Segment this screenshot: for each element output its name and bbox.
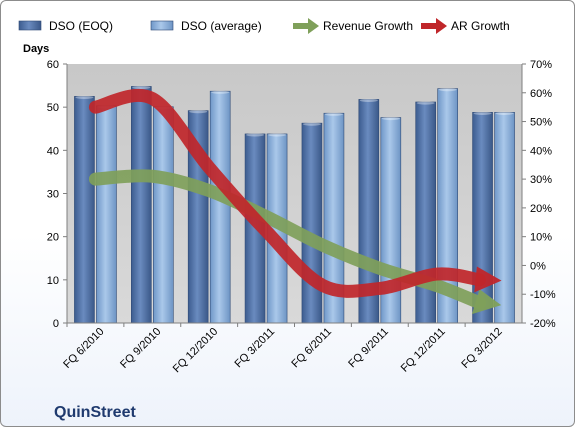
- y2-tick-label: 30%: [530, 174, 552, 186]
- bar: [494, 112, 515, 324]
- y2-tick-label: -20%: [530, 318, 556, 330]
- series-arrowhead: [474, 266, 502, 293]
- x-tick-label: FQ 3/2011: [233, 326, 278, 371]
- y-axis-title: Days: [23, 43, 49, 55]
- x-tick-label: FQ 6/2011: [289, 326, 334, 371]
- bar: [301, 122, 323, 324]
- bar: [96, 105, 117, 324]
- bar-highlight: [75, 95, 94, 99]
- legend-label: DSO (EOQ): [49, 19, 113, 33]
- bar-highlight: [381, 116, 400, 121]
- legend-swatch: [150, 20, 174, 31]
- y-tick-label: 60: [47, 59, 59, 71]
- bar-highlight: [495, 111, 514, 115]
- bar-highlight: [189, 110, 208, 114]
- y-tick-label: 30: [47, 189, 59, 201]
- line-series: [88, 169, 502, 315]
- x-tick-label: FQ 6/2010: [61, 326, 106, 371]
- series-line: [88, 88, 487, 298]
- series-arrowhead: [471, 289, 502, 315]
- company-name: QuinStreet: [54, 404, 136, 421]
- bar-highlight: [268, 133, 287, 137]
- legend-arrow: [436, 18, 447, 34]
- legend-label: AR Growth: [451, 19, 510, 33]
- legend-label: Revenue Growth: [323, 19, 413, 33]
- x-tick-label: FQ 12/2011: [399, 326, 448, 375]
- legend-item: Revenue Growth: [293, 18, 413, 34]
- legend-swatch: [18, 20, 42, 31]
- legend-arrow: [308, 18, 319, 34]
- x-tick-label: FQ 12/2010: [171, 326, 221, 376]
- y2-tick-label: 10%: [530, 232, 552, 244]
- y2-tick-label: 20%: [530, 203, 552, 215]
- bar-highlight: [302, 122, 321, 126]
- legend-item: DSO (EOQ): [18, 19, 113, 33]
- bar-highlight: [438, 88, 457, 92]
- legend-item: AR Growth: [421, 18, 510, 34]
- bar: [209, 90, 231, 324]
- bar: [131, 86, 152, 324]
- legend-label: DSO (average): [181, 19, 262, 33]
- y-tick-label: 0: [53, 318, 59, 330]
- bar-highlight: [473, 111, 492, 115]
- y2-tick-label: 70%: [530, 59, 552, 71]
- legend: DSO (EOQ) DSO (average) Revenue Growth AR G…: [18, 18, 510, 34]
- line-series: [88, 88, 502, 298]
- legend-item: DSO (average): [150, 19, 262, 33]
- bar-highlight: [359, 98, 378, 102]
- bar-highlight: [324, 112, 343, 116]
- y2-tick-label: -10%: [530, 289, 556, 301]
- plot-area: 0 10 20 30 40 50 60 -20% -10% 0% 10% 20% 30% 40% 50% 60…: [47, 59, 556, 375]
- bar: [74, 96, 95, 324]
- bar-highlight: [246, 133, 265, 137]
- y2-tick-label: 50%: [530, 117, 552, 129]
- bar-highlight: [132, 85, 151, 90]
- x-tick-label: FQ 3/2012: [459, 326, 504, 371]
- series-line: [88, 169, 487, 310]
- y2-tick-label: 0%: [530, 260, 546, 272]
- bar: [153, 106, 174, 324]
- bar-highlight: [211, 90, 230, 94]
- y-tick-label: 10: [47, 275, 59, 287]
- y-tick-label: 20: [47, 232, 59, 244]
- x-tick-label: FQ 9/2010: [118, 326, 163, 371]
- x-tick-label: FQ 9/2011: [346, 326, 391, 371]
- y-tick-label: 50: [47, 102, 59, 114]
- y2-tick-label: 60%: [530, 88, 552, 100]
- bar-highlight: [416, 101, 435, 105]
- y-tick-label: 40: [47, 145, 59, 157]
- y2-tick-label: 40%: [530, 145, 552, 157]
